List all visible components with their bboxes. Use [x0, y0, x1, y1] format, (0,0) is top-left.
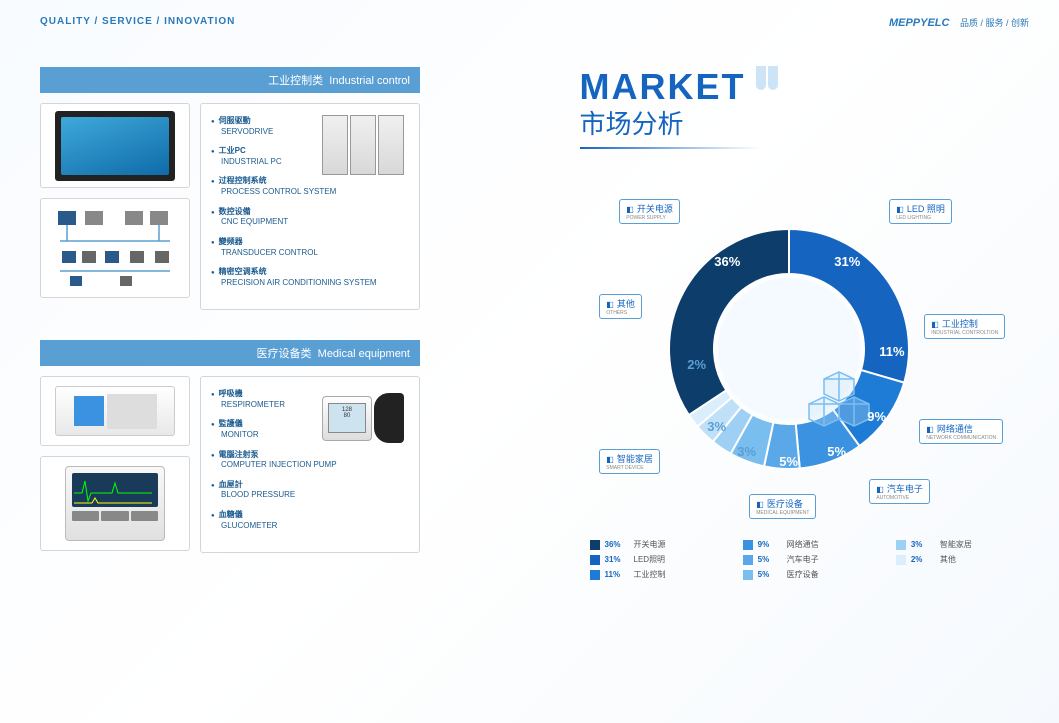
- list-item: 變频器TRANSDUCER CONTROL: [211, 237, 409, 258]
- header-brand: MEPPYELC 品质 / 服务 / 创新: [889, 16, 1029, 29]
- legend-item: 2%其他: [896, 554, 1029, 565]
- pct-label: 3%: [737, 444, 756, 459]
- legend-item: 5%汽车电子: [743, 554, 876, 565]
- list-item: 血屋計BLOOD PRESSURE: [211, 480, 409, 501]
- list-item: 精密空调系统PRECISION AIR CONDITIONING SYSTEM: [211, 267, 409, 288]
- donut-chart: 36% ◧开关电源POWER SUPPLY 31% ◧LED 照明LED LIGHTI…: [599, 169, 979, 529]
- market-title: MARKET 市场分析: [580, 66, 1030, 149]
- legend-item: 5%医疗设备: [743, 569, 876, 580]
- category-label: ◧网络通信NETWORK COMMUNICATION: [919, 419, 1003, 444]
- legend: 36%开关电源 9%网络通信 3%智能家居 31%LED照明 5%汽车电子 2%其他 11%…: [590, 539, 1030, 580]
- category-label: ◧汽车电子AUTOMOTIVE: [869, 479, 930, 504]
- header-tagline: QUALITY / SERVICE / INNOVATION: [40, 16, 510, 27]
- pct-label: 36%: [714, 254, 740, 269]
- legend-item: 9%网络通信: [743, 539, 876, 550]
- list-item: 数控设備CNC EQUIPMENT: [211, 207, 409, 228]
- category-label: ◧工业控制INDUSTRIAL CONTROLTION: [924, 314, 1005, 339]
- category-label: ◧开关电源POWER SUPPLY: [619, 199, 680, 224]
- image-medical-device-1: [40, 376, 190, 446]
- image-panel-pc: [40, 103, 190, 188]
- list-item: 血糖儀GLUCOMETER: [211, 510, 409, 531]
- servo-drive-image: [313, 110, 413, 180]
- right-page: MEPPYELC 品质 / 服务 / 创新 MARKET 市场分析 36% ◧开关…: [530, 0, 1059, 723]
- section-medical: 医疗设备类 Medical equipment 12880 呼吸機RESPIRO…: [40, 340, 510, 553]
- category-label: ◧智能家居SMART DEVICE: [599, 449, 660, 474]
- legend-item: 3%智能家居: [896, 539, 1029, 550]
- pct-label: 9%: [867, 409, 886, 424]
- section-header-medical: 医疗设备类 Medical equipment: [40, 340, 420, 366]
- pct-label: 5%: [827, 444, 846, 459]
- section-header-industrial: 工业控制类 Industrial control: [40, 67, 420, 93]
- center-cubes-icon: [754, 324, 824, 394]
- pct-label: 11%: [879, 344, 904, 359]
- medical-list: 12880 呼吸機RESPIROMETER監護儀MONITOR電腦注射泵COMP…: [200, 376, 420, 553]
- image-network-diagram: [40, 198, 190, 298]
- legend-item: 36%开关电源: [590, 539, 723, 550]
- image-medical-device-2: [40, 456, 190, 551]
- pct-label: 5%: [779, 454, 798, 469]
- section-industrial: 工业控制类 Industrial control: [40, 67, 510, 310]
- bp-monitor-image: 12880: [313, 383, 413, 453]
- legend-item: 11%工业控制: [590, 569, 723, 580]
- network-diagram-icon: [50, 206, 180, 291]
- pct-label: 31%: [834, 254, 860, 269]
- pct-label: 3%: [707, 419, 726, 434]
- left-page: QUALITY / SERVICE / INNOVATION 工业控制类 Ind…: [0, 0, 530, 723]
- legend-item: 31%LED照明: [590, 554, 723, 565]
- category-label: ◧医疗设备MEDICAL EQUIPMENT: [749, 494, 816, 519]
- pct-label: 2%: [687, 357, 706, 372]
- industrial-list: 伺服驱動SERVODRIVE工业PCINDUSTRIAL PC过程控制系统PRO…: [200, 103, 420, 310]
- quote-icon: [754, 66, 778, 95]
- category-label: ◧LED 照明LED LIGHTING: [889, 199, 952, 224]
- category-label: ◧其他OTHERS: [599, 294, 642, 319]
